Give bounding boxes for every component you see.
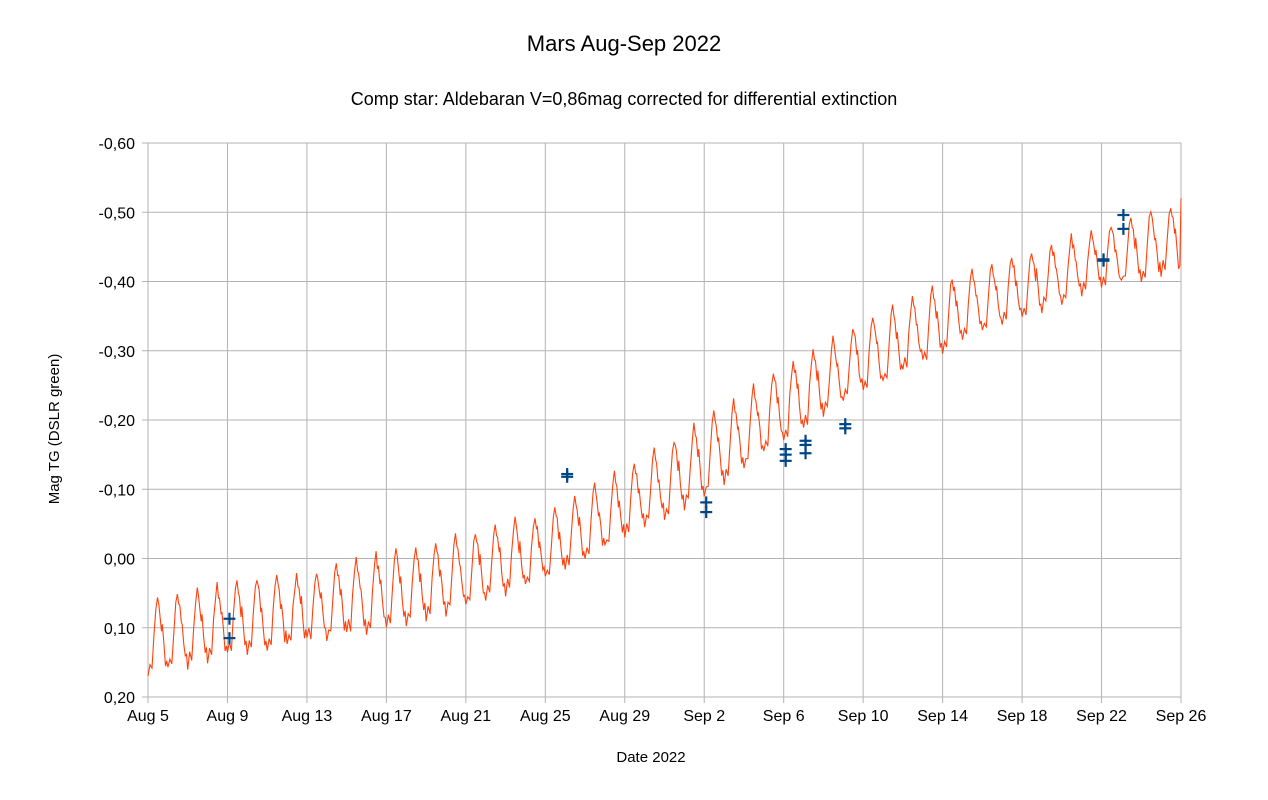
chart-subtitle: Comp star: Aldebaran V=0,86mag corrected…	[351, 89, 897, 109]
y-tick-label: -0,20	[99, 413, 136, 430]
y-tick-label: -0,10	[99, 482, 136, 499]
y-tick-label: 0,10	[104, 621, 135, 638]
observation-point	[223, 632, 236, 645]
observation-point	[1097, 254, 1110, 267]
observation-point	[700, 506, 713, 519]
observation-point	[1117, 222, 1130, 235]
y-axis-label: Mag TG (DSLR green)	[46, 354, 63, 505]
observation-point	[1117, 209, 1130, 222]
observation-point	[839, 422, 852, 435]
y-tick-label: 0,20	[104, 690, 135, 707]
observation-point	[779, 454, 792, 467]
y-tick-label: -0,60	[99, 136, 136, 153]
x-tick-label: Sep 2	[683, 708, 725, 725]
x-tick-label: Aug 25	[520, 708, 571, 725]
x-tick-label: Sep 6	[763, 708, 805, 725]
x-tick-label: Sep 22	[1076, 708, 1127, 725]
x-tick-label: Aug 5	[127, 708, 169, 725]
x-tick-label: Sep 18	[997, 708, 1048, 725]
chart-title: Mars Aug-Sep 2022	[527, 31, 721, 56]
y-tick-label: -0,50	[99, 205, 136, 222]
x-tick-label: Aug 17	[361, 708, 412, 725]
x-tick-label: Aug 21	[440, 708, 491, 725]
x-tick-label: Sep 10	[838, 708, 889, 725]
x-tick-label: Sep 14	[917, 708, 968, 725]
x-tick-label: Aug 9	[207, 708, 249, 725]
x-tick-label: Aug 13	[282, 708, 333, 725]
x-axis-label: Date 2022	[616, 749, 685, 766]
observation-point	[561, 470, 574, 483]
model-curve	[147, 198, 1182, 677]
x-tick-label: Aug 29	[599, 708, 650, 725]
y-tick-label: -0,30	[99, 344, 136, 361]
y-tick-label: -0,40	[99, 275, 136, 292]
y-tick-label: 0,00	[104, 552, 135, 569]
x-tick-label: Sep 26	[1156, 708, 1207, 725]
observation-point	[799, 447, 812, 460]
observation-point	[223, 612, 236, 625]
